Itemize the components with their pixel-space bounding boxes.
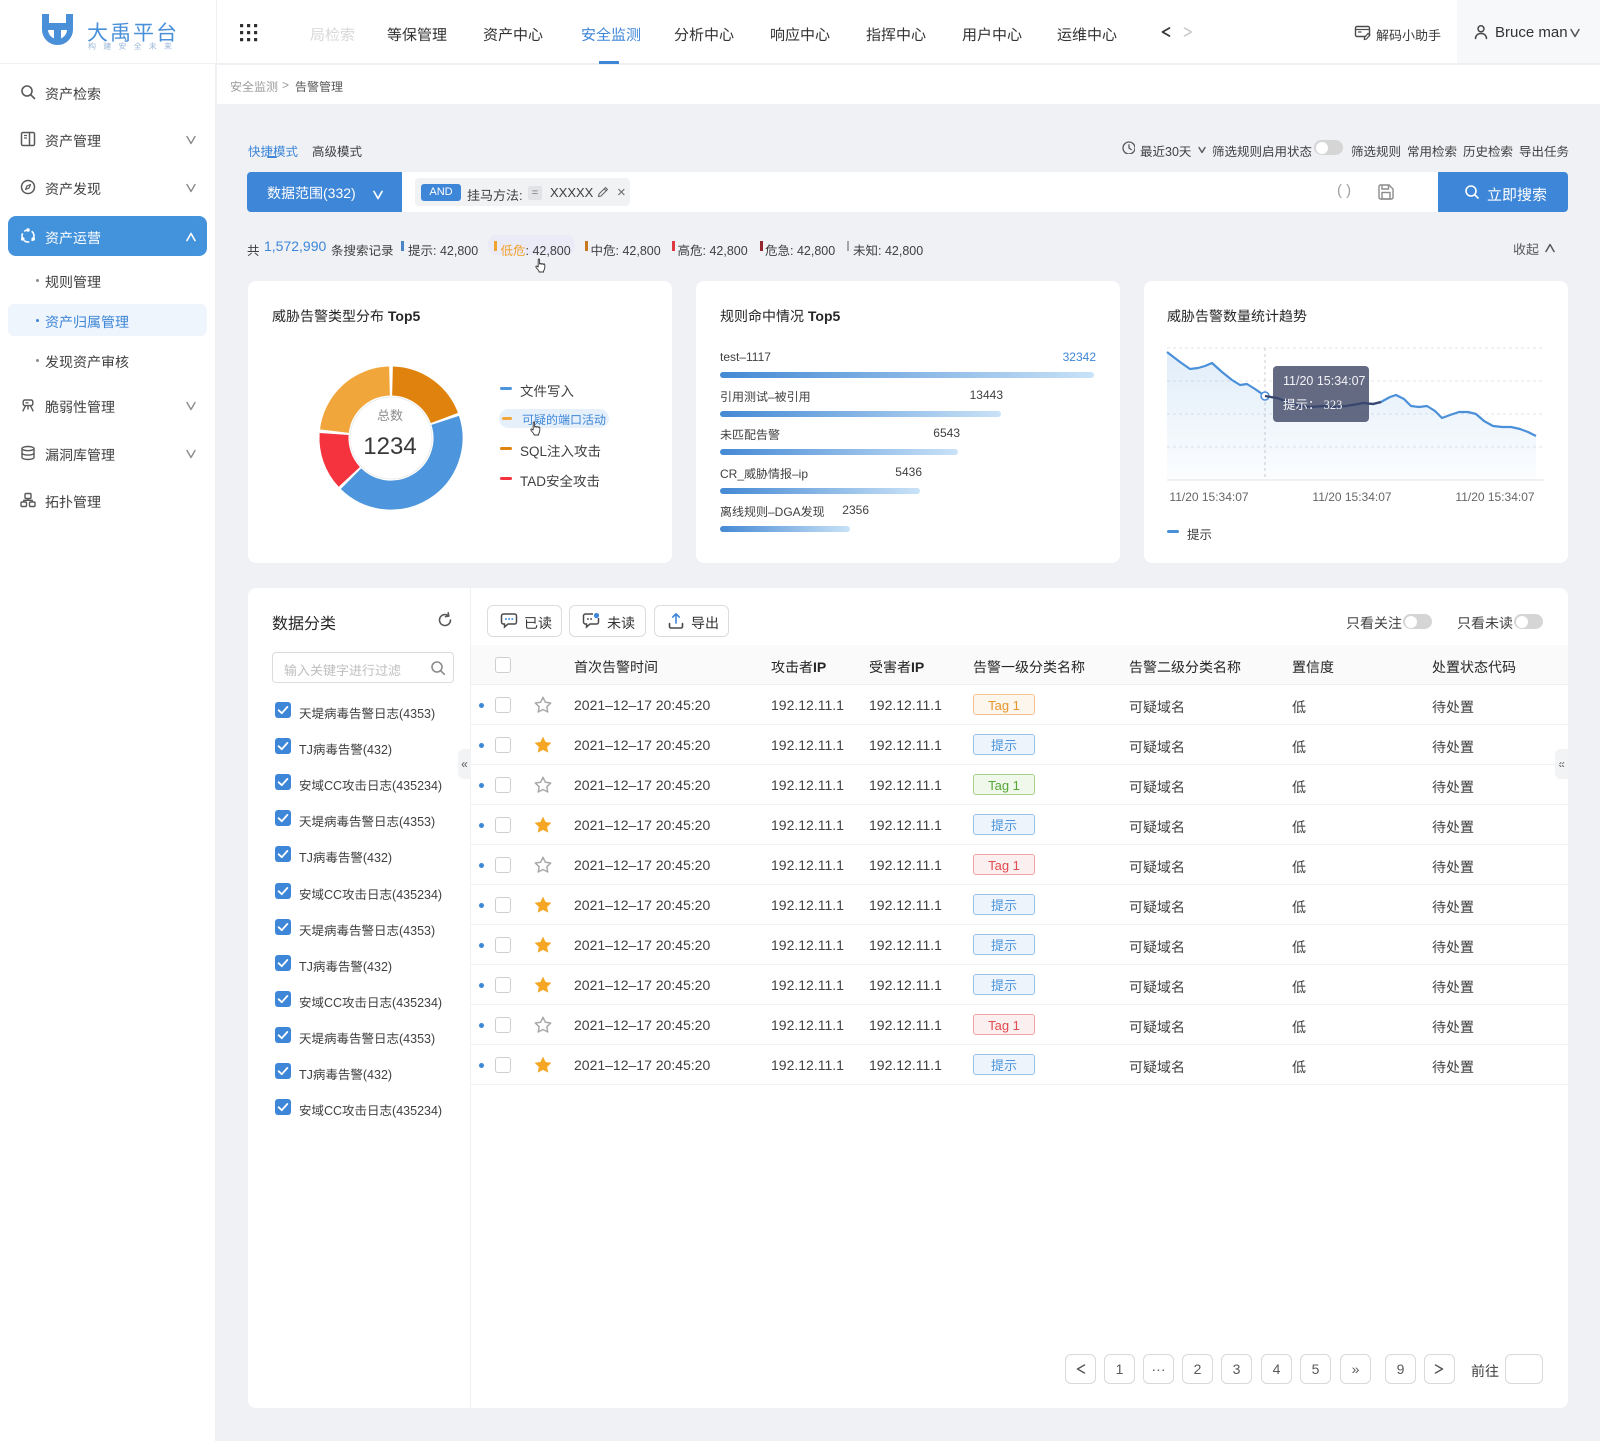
svg-text:11/20 15:34:07: 11/20 15:34:07	[1283, 374, 1366, 388]
svg-text:提示： 323: 提示： 323	[1283, 394, 1342, 413]
